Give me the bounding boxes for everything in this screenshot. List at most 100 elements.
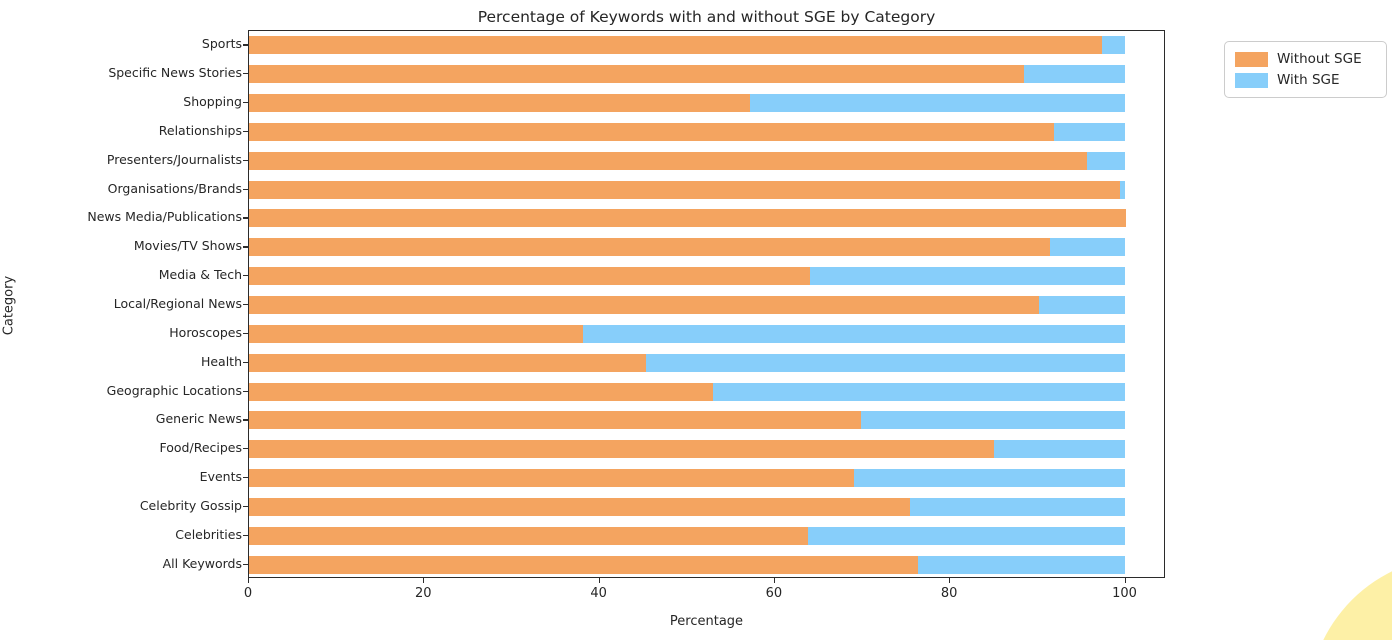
x-tick-mark: [1124, 578, 1126, 583]
bar-segment-with-sge: [1101, 36, 1126, 55]
bar-segment-without-sge: [249, 555, 918, 574]
x-tick-mark: [773, 578, 776, 583]
y-tick-label: Generic News: [155, 411, 242, 427]
bar-row: [249, 526, 1126, 545]
bar-row: [249, 267, 1126, 286]
bar-segment-with-sge: [1086, 151, 1126, 170]
y-tick-mark: [243, 477, 248, 479]
y-tick-label: Local/Regional News: [113, 296, 242, 311]
y-tick-mark: [243, 130, 248, 133]
y-tick-mark: [243, 448, 248, 450]
y-tick-label: All Keywords: [162, 555, 242, 571]
bar-segment-without-sge: [249, 180, 1121, 199]
x-axis-label: Percentage: [669, 614, 744, 629]
y-tick-label: Health: [200, 353, 242, 369]
x-tick-mark: [598, 578, 600, 583]
y-tick-label: Specific News Stories: [108, 65, 242, 81]
y-tick-mark: [243, 563, 248, 565]
bar-segment-with-sge: [750, 94, 1126, 113]
bar-segment-with-sge: [853, 469, 1126, 488]
bar-segment-without-sge: [249, 382, 713, 401]
bar-row: [249, 555, 1126, 574]
legend-item: With SGE: [1235, 72, 1386, 88]
bar-segment-without-sge: [249, 324, 583, 343]
bar-row: [249, 65, 1126, 84]
bar-segment-without-sge: [249, 238, 1051, 257]
bar-segment-without-sge: [249, 440, 995, 459]
bar-segment-with-sge: [582, 324, 1126, 343]
bar-row: [249, 122, 1126, 141]
bar-row: [249, 353, 1126, 372]
y-tick-mark: [243, 390, 248, 392]
bar-row: [249, 209, 1126, 228]
bar-segment-with-sge: [1053, 122, 1126, 141]
legend-item: Without SGE: [1235, 51, 1386, 67]
y-tick-mark: [243, 505, 248, 508]
bar-segment-without-sge: [249, 36, 1102, 55]
x-tick-label: 20: [415, 586, 432, 601]
bar-segment-with-sge: [646, 353, 1126, 372]
bar-row: [249, 440, 1126, 459]
x-tick-label: 0: [243, 586, 253, 601]
x-tick-label: 100: [1112, 586, 1137, 601]
bar-segment-with-sge: [808, 526, 1126, 545]
y-tick-label: Celebrities: [175, 526, 242, 542]
legend-swatch: [1235, 51, 1268, 67]
bar-segment-with-sge: [809, 267, 1126, 286]
bar-segment-without-sge: [249, 296, 1039, 314]
bar-row: [249, 324, 1126, 343]
y-tick-mark: [243, 304, 248, 306]
y-tick-mark: [243, 159, 248, 161]
bar-row: [249, 94, 1126, 113]
y-tick-mark: [243, 102, 248, 104]
legend: Without SGE With SGE: [1224, 41, 1387, 98]
y-tick-mark: [243, 361, 248, 363]
y-tick-label: Movies/TV Shows: [133, 238, 242, 254]
bar-segment-with-sge: [1023, 65, 1126, 84]
bar-segment-without-sge: [249, 209, 1126, 228]
legend-swatch: [1235, 72, 1268, 88]
y-tick-label: News Media/Publications: [87, 209, 242, 225]
y-tick-mark: [243, 275, 248, 277]
y-tick-label: Horoscopes: [169, 324, 242, 340]
bar-row: [249, 180, 1126, 199]
bar-segment-without-sge: [249, 65, 1024, 84]
y-tick-mark: [243, 419, 248, 421]
x-tick-label: 40: [590, 586, 607, 601]
y-tick-mark: [243, 332, 248, 335]
bar-segment-without-sge: [249, 151, 1087, 170]
x-tick-label: 80: [940, 586, 958, 601]
bar-segment-with-sge: [994, 440, 1126, 459]
bar-segment-with-sge: [909, 497, 1126, 516]
y-tick-label: Relationships: [158, 122, 242, 138]
legend-label: With SGE: [1277, 72, 1340, 88]
y-tick-mark: [243, 217, 248, 219]
bar-row: [249, 296, 1126, 314]
bar-row: [249, 497, 1126, 516]
bar-segment-without-sge: [249, 267, 810, 286]
bar-segment-with-sge: [917, 555, 1126, 574]
bar-segment-with-sge: [860, 411, 1126, 430]
y-tick-mark: [243, 534, 248, 536]
bar-segment-without-sge: [249, 94, 751, 113]
y-tick-mark: [243, 246, 248, 248]
bar-segment-without-sge: [249, 411, 861, 430]
corner-circle-decoration: [1308, 556, 1392, 640]
bar-segment-with-sge: [1050, 238, 1126, 257]
chart-title: Percentage of Keywords with and without …: [477, 8, 936, 26]
bar-segment-without-sge: [249, 353, 647, 372]
bar-segment-with-sge: [1120, 180, 1126, 199]
x-tick-label: 60: [765, 586, 783, 601]
y-tick-label: Media & Tech: [158, 267, 242, 283]
bar-segment-without-sge: [249, 469, 854, 488]
bar-row: [249, 411, 1126, 430]
y-tick-label: Celebrity Gossip: [139, 497, 242, 513]
bar-row: [249, 151, 1126, 170]
legend-label: Without SGE: [1277, 51, 1362, 67]
y-tick-mark: [243, 44, 248, 46]
plot-area: [248, 30, 1165, 578]
x-tick-mark: [949, 578, 951, 583]
y-tick-label: Food/Recipes: [159, 440, 242, 456]
y-tick-label: Sports: [201, 36, 242, 52]
